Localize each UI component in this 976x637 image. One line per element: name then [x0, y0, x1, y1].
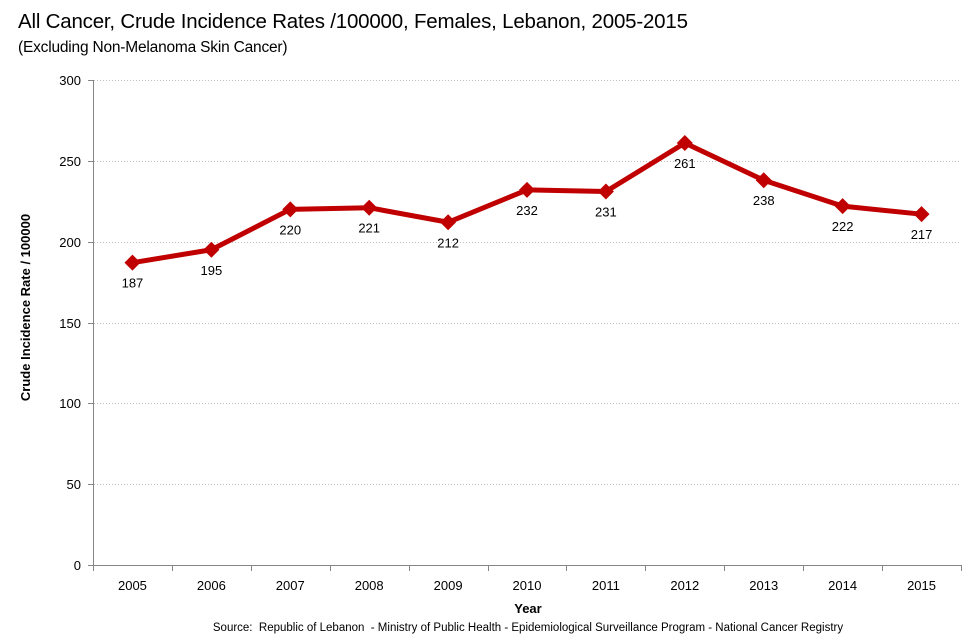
data-point-marker — [124, 254, 141, 271]
x-tick-label: 2005 — [118, 578, 147, 593]
data-label: 232 — [516, 203, 538, 218]
x-tick-label: 2010 — [513, 578, 542, 593]
x-tick-label: 2008 — [355, 578, 384, 593]
x-tick-label: 2006 — [197, 578, 226, 593]
x-tick-label: 2012 — [670, 578, 699, 593]
data-label: 221 — [358, 221, 380, 236]
y-tick-label: 100 — [59, 396, 81, 411]
data-label: 195 — [201, 263, 223, 278]
data-label: 231 — [595, 205, 617, 220]
x-axis-title: Year — [514, 601, 541, 616]
data-point-marker — [282, 201, 299, 218]
y-tick-label: 250 — [59, 154, 81, 169]
gridlines — [94, 80, 961, 485]
data-label: 261 — [674, 156, 696, 171]
data-point-marker — [203, 241, 220, 258]
y-tick-label: 150 — [59, 316, 81, 331]
axes — [88, 80, 962, 566]
y-tick-label: 300 — [59, 73, 81, 88]
y-tick-label: 50 — [67, 477, 81, 492]
data-labels: 187 195 220 221 212 232 231 261 238 222 217 — [122, 156, 933, 291]
y-tick-label: 0 — [74, 558, 81, 573]
data-label: 217 — [911, 227, 933, 242]
y-tick-label: 200 — [59, 235, 81, 250]
x-tick-label: 2015 — [907, 578, 936, 593]
series-layer — [124, 135, 930, 271]
x-tick-label: 2014 — [828, 578, 857, 593]
data-point-marker — [913, 206, 930, 223]
y-axis-title: Crude Incidence Rate / 100000 — [18, 214, 33, 401]
x-tick-label: 2009 — [434, 578, 463, 593]
data-label: 238 — [753, 193, 775, 208]
x-tick-label: 2011 — [592, 578, 620, 593]
source-note: Source: Republic of Lebanon - Ministry o… — [213, 622, 843, 634]
chart-title: All Cancer, Crude Incidence Rates /10000… — [18, 10, 688, 33]
chart-subtitle: (Excluding Non-Melanoma Skin Cancer) — [18, 39, 288, 56]
data-point-marker — [597, 183, 614, 200]
data-point-marker — [755, 172, 772, 189]
data-point-marker — [676, 135, 693, 152]
data-label: 222 — [832, 219, 854, 234]
x-axis-ticks: 2005 2006 2007 2008 2009 2010 2011 2012 2013 2014… — [93, 565, 962, 593]
data-label: 212 — [437, 235, 459, 250]
x-tick-label: 2007 — [276, 578, 305, 593]
data-label: 220 — [279, 222, 301, 237]
data-point-marker — [519, 181, 535, 198]
data-point-marker — [834, 198, 851, 215]
data-point-marker — [440, 214, 457, 231]
data-point-marker — [361, 199, 378, 216]
data-label: 187 — [122, 276, 144, 291]
y-axis-ticks: 0 50 100 150 200 250 300 — [59, 73, 93, 573]
x-tick-label: 2013 — [749, 578, 778, 593]
